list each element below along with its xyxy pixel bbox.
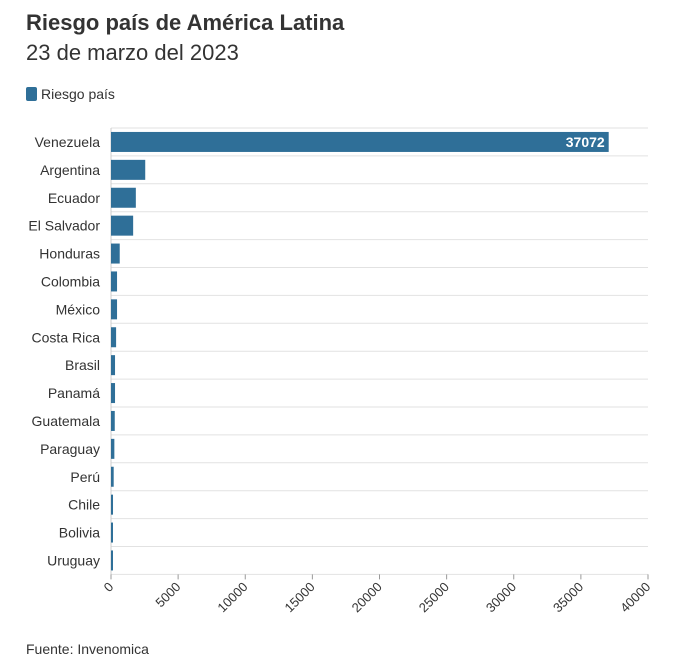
bar bbox=[111, 159, 146, 180]
bar bbox=[111, 215, 134, 236]
bar bbox=[111, 466, 114, 487]
x-tick-label: 40000 bbox=[617, 579, 653, 615]
category-labels: Venezuela Argentina Ecuador El Salvador Hond… bbox=[28, 134, 100, 569]
category-label: Brasil bbox=[65, 357, 100, 373]
source-note: Fuente: Invenomica bbox=[26, 641, 149, 657]
category-label: Costa Rica bbox=[32, 329, 101, 345]
bar bbox=[111, 187, 136, 208]
category-label: Ecuador bbox=[48, 190, 100, 206]
category-label: México bbox=[56, 301, 101, 317]
bar bbox=[111, 410, 115, 431]
x-tick-label: 20000 bbox=[349, 579, 385, 615]
bar bbox=[111, 438, 115, 459]
x-tick-label: 0 bbox=[101, 579, 117, 595]
legend-swatch bbox=[26, 87, 37, 101]
category-label: Argentina bbox=[40, 162, 100, 178]
x-tick-label: 10000 bbox=[214, 579, 250, 615]
bar bbox=[111, 243, 120, 264]
data-label: 37072 bbox=[566, 134, 605, 150]
bar bbox=[111, 355, 116, 376]
gridlines bbox=[110, 127, 648, 575]
bar bbox=[111, 299, 118, 320]
x-tick-label: 15000 bbox=[282, 579, 318, 615]
bar bbox=[111, 271, 118, 292]
category-label: Uruguay bbox=[47, 552, 100, 568]
category-label: Colombia bbox=[41, 273, 100, 289]
x-tick-label: 35000 bbox=[550, 579, 586, 615]
bars: 37072 bbox=[111, 131, 609, 571]
bar bbox=[111, 131, 609, 152]
bar bbox=[111, 550, 113, 571]
category-label: Guatemala bbox=[32, 413, 101, 429]
bar bbox=[111, 494, 114, 515]
bar bbox=[111, 522, 113, 543]
category-label: Honduras bbox=[39, 246, 100, 262]
x-tick-label: 25000 bbox=[416, 579, 452, 615]
category-label: Chile bbox=[68, 497, 100, 513]
category-label: Panamá bbox=[48, 385, 100, 401]
bar bbox=[111, 327, 117, 348]
category-label: Paraguay bbox=[40, 441, 100, 457]
category-label: Venezuela bbox=[35, 134, 101, 150]
x-tick-label: 30000 bbox=[483, 579, 519, 615]
chart-title: Riesgo país de América Latina bbox=[26, 10, 345, 35]
legend-label: Riesgo país bbox=[41, 86, 115, 102]
chart-subtitle: 23 de marzo del 2023 bbox=[26, 40, 239, 65]
bar bbox=[111, 383, 116, 404]
category-label: El Salvador bbox=[28, 218, 100, 234]
category-label: Bolivia bbox=[59, 525, 100, 541]
x-axis-ticks: 0 5000 10000 15000 20000 25000 30000 35000 40000 bbox=[101, 574, 653, 615]
legend: Riesgo país bbox=[26, 86, 115, 102]
x-tick-label: 5000 bbox=[152, 579, 183, 610]
category-label: Perú bbox=[70, 469, 100, 485]
